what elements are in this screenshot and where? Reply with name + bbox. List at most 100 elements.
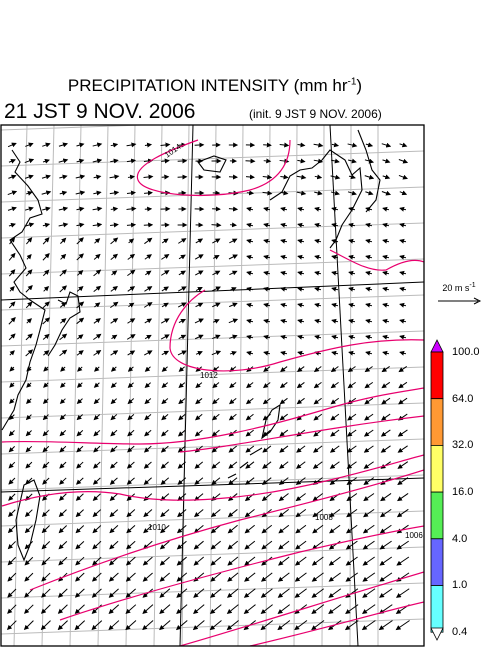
wind-arrow [280, 270, 288, 276]
wind-arrow [176, 588, 188, 598]
wind-arrow [176, 604, 188, 614]
wind-arrow [7, 556, 17, 566]
wind-arrow [126, 461, 135, 469]
wind-arrow [176, 556, 187, 566]
wind-arrow [93, 174, 102, 180]
wind-arrow [262, 190, 273, 196]
wind-arrow [127, 174, 136, 180]
wind-arrow [279, 445, 289, 453]
wind-arrow [110, 142, 119, 148]
wind-arrow [40, 604, 51, 614]
isobar-1012-north [329, 249, 424, 271]
wind-arrow [126, 222, 137, 228]
wind-arrow [210, 572, 222, 582]
wind-arrow [330, 381, 339, 389]
wind-arrow [263, 286, 271, 292]
wind-arrow [161, 350, 170, 356]
wind-arrow [212, 255, 220, 260]
wind-arrow [312, 524, 324, 534]
wind-arrow [91, 588, 102, 598]
parallel-line [1, 186, 424, 203]
wind-arrow [212, 382, 220, 389]
colorbar-segment [430, 585, 444, 633]
wind-arrow [145, 270, 152, 276]
wind-arrow [399, 142, 408, 148]
wind-arrow [331, 286, 339, 292]
wind-arrow [160, 477, 170, 485]
wind-arrow [8, 430, 15, 437]
wind-arrow [9, 382, 15, 388]
wind-arrow [8, 493, 16, 501]
wind-arrow [108, 620, 120, 631]
wind-arrow [228, 445, 238, 453]
wind-arrow [399, 334, 407, 340]
wind-arrow [246, 238, 254, 244]
wind-arrow [25, 269, 33, 277]
wind-arrow [296, 190, 307, 196]
wind-arrow [177, 461, 186, 469]
wind-arrow [295, 524, 307, 534]
wind-arrow [144, 254, 152, 260]
wind-arrow [8, 509, 16, 517]
wind-arrow [126, 525, 136, 534]
wind-arrow [8, 477, 16, 485]
wind-arrow [277, 604, 290, 615]
wind-arrow [382, 254, 390, 260]
wind-arrow [128, 238, 135, 244]
wind-arrow [295, 477, 306, 485]
wind-arrow [363, 461, 374, 469]
wind-arrow [381, 397, 391, 405]
wind-arrow [330, 397, 340, 405]
wind-arrow [212, 398, 220, 405]
wind-arrow [280, 238, 288, 244]
wind-arrow [194, 429, 203, 437]
wind-arrow [125, 604, 137, 614]
wind-arrow [40, 620, 51, 631]
wind-arrow [42, 317, 51, 325]
wind-arrow [142, 556, 153, 566]
wind-arrow [313, 142, 324, 148]
wind-arrow [143, 174, 154, 180]
wind-arrow [382, 158, 391, 164]
wind-arrow [26, 398, 32, 404]
wind-arrow [93, 190, 102, 196]
wind-arrow [228, 254, 238, 260]
wind-arrow [193, 556, 205, 566]
wind-arrow [378, 620, 393, 631]
parallel-line [1, 258, 424, 275]
wind-arrow [297, 350, 305, 356]
wind-arrow [314, 190, 323, 196]
wind-arrow [60, 366, 66, 372]
wind-arrow [110, 350, 119, 356]
wind-arrow [93, 285, 102, 293]
wind-arrow [331, 350, 339, 356]
wind-arrow [42, 398, 49, 404]
wind-arrow [43, 382, 49, 388]
wind-arrow [144, 142, 153, 148]
parallel-line [1, 474, 424, 491]
wind-arrow [345, 524, 358, 534]
wind-arrow [142, 620, 154, 631]
wind-arrow [42, 206, 51, 212]
wind-arrow [161, 366, 168, 372]
wind-arrow [399, 254, 407, 260]
wind-arrow [296, 366, 305, 373]
wind-arrow [127, 382, 134, 388]
wind-arrow [8, 174, 17, 180]
wind-arrow [210, 509, 221, 518]
wind-arrow [365, 254, 373, 260]
wind-arrow [297, 142, 306, 148]
wind-arrow [244, 509, 255, 518]
wind-arrow [294, 588, 307, 598]
wind-arrow [348, 286, 356, 292]
wind-arrow [211, 413, 220, 421]
wind-arrow [229, 270, 238, 276]
wind-arrow [161, 286, 169, 292]
wind-arrow [41, 541, 51, 550]
reference-meridian [179, 125, 194, 646]
wind-arrow [261, 540, 273, 550]
wind-arrow [347, 413, 357, 421]
wind-arrow [108, 604, 120, 614]
wind-arrow [365, 190, 374, 196]
wind-arrow [59, 461, 67, 469]
